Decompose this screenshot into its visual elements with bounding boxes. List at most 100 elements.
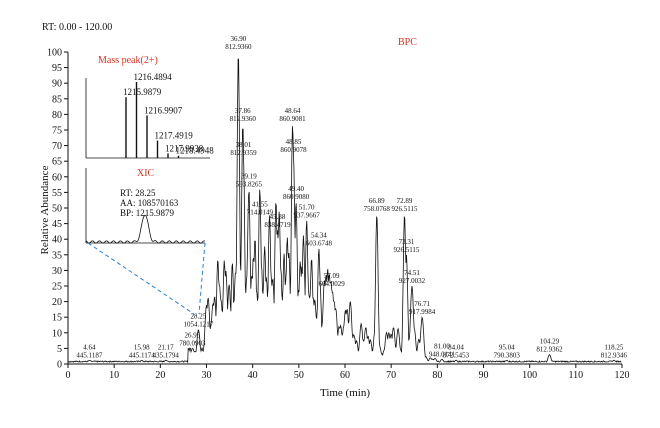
peak-mz-label: 435.1794 [153, 351, 180, 359]
peak-mz-label: 780.0903 [179, 339, 206, 347]
peak-mz-label: 714.0149 [247, 208, 274, 216]
peak-rt-label: 66.89 [369, 197, 385, 205]
y-tick-label: 90 [52, 79, 62, 90]
peak-rt-label: 74.51 [404, 269, 420, 277]
peak-rt-label: 51.70 [299, 203, 315, 211]
y-tick-label: 85 [52, 94, 62, 105]
y-tick-label: 5 [57, 344, 62, 355]
peak-mz-label: 812.9360 [225, 43, 252, 51]
peak-mz-label: 937.9667 [294, 211, 321, 219]
zoom-guide-right [198, 242, 206, 315]
peak-mz-label: 917.9984 [409, 308, 436, 316]
y-tick-label: 100 [47, 48, 62, 59]
x-tick-label: 120 [615, 370, 630, 381]
y-tick-label: 20 [52, 297, 62, 308]
xic-inset: XIC RT: 28.25 AA: 108570163 BP: 1215.987… [85, 168, 206, 244]
peak-rt-label: 72.89 [397, 197, 413, 205]
x-tick-label: 70 [386, 370, 396, 381]
xic-bp-line: BP: 1215.9879 [120, 208, 175, 218]
peak-rt-label: 48.85 [286, 138, 302, 146]
peak-rt-label: 76.71 [414, 300, 430, 308]
y-tick-label: 55 [52, 188, 62, 199]
peak-mz-label: 790.3803 [494, 351, 521, 359]
mass-peak-label: 1217.4919 [155, 131, 194, 141]
peak-mz-label: 603.6748 [306, 240, 333, 248]
chromatogram-trace [67, 58, 622, 364]
x-tick-label: 50 [294, 370, 304, 381]
peak-rt-label: 54.34 [311, 232, 327, 240]
y-tick-label: 80 [52, 110, 62, 121]
x-tick-label: 20 [155, 370, 165, 381]
peak-rt-label: 95.04 [499, 343, 515, 351]
x-tick-label: 80 [432, 370, 442, 381]
peak-mz-label: 860.9078 [280, 146, 307, 154]
chart-title: BPC [398, 37, 417, 48]
y-tick-label: 45 [52, 219, 62, 230]
peak-mz-label: 860.9080 [283, 193, 310, 201]
peak-mz-label: 926.5115 [392, 205, 418, 213]
y-tick-label: 50 [52, 204, 62, 215]
x-tick-label: 60 [340, 370, 350, 381]
peak-rt-label: 84.04 [448, 343, 464, 351]
y-tick-label: 70 [52, 141, 62, 152]
peak-rt-label: 15.98 [134, 343, 150, 351]
y-tick-label: 65 [52, 157, 62, 168]
y-tick-label: 25 [52, 282, 62, 293]
y-tick-label: 40 [52, 235, 62, 246]
xic-aa-line: AA: 108570163 [120, 198, 179, 208]
peak-mz-label: 812.9360 [230, 115, 257, 123]
mass-inset-title: Mass peak(2+) [98, 55, 158, 66]
peak-mz-label: 948.0141 [429, 350, 456, 358]
peak-rt-label: 28.25 [191, 313, 207, 321]
peak-rt-label: 39.19 [241, 172, 257, 180]
y-tick-label: 10 [52, 328, 62, 339]
y-axis-ticks: 0 5 10 15 20 25 30 35 40 45 50 55 60 65 70 75 80 85 90 95 10… [47, 48, 68, 371]
mass-peak-label: 1217.9938 [165, 143, 204, 153]
mass-peak-inset: Mass peak(2+) 1215.9879 1216.4894 1216.990… [85, 55, 214, 159]
mass-peak-label: 1218.4948 [176, 146, 215, 156]
peak-rt-label: 45.38 [270, 213, 286, 221]
peak-rt-label: 81.00 [434, 342, 450, 350]
mass-peak-label: 1216.9907 [144, 105, 183, 115]
peak-rt-label: 104.29 [540, 338, 560, 346]
peak-mz-label: 1054.1217 [184, 321, 214, 329]
peak-mz-label: 927.0032 [399, 277, 426, 285]
mass-peak-bars [125, 82, 180, 158]
y-tick-label: 15 [52, 313, 62, 324]
peak-mz-label: 872.5453 [443, 351, 470, 359]
peak-rt-label: 4.64 [83, 343, 96, 351]
xic-inset-title: XIC [137, 168, 155, 179]
peak-mz-label: 838.4719 [264, 221, 291, 229]
peak-rt-label: 73.31 [399, 238, 415, 246]
peak-rt-label: 49.40 [288, 185, 304, 193]
peak-mz-label: 926.5115 [393, 246, 419, 254]
y-axis-title: Relative Abundance [39, 165, 51, 254]
x-tick-label: 90 [479, 370, 489, 381]
y-tick-label: 0 [57, 360, 62, 371]
x-tick-label: 0 [66, 370, 71, 381]
x-tick-label: 10 [109, 370, 119, 381]
peak-mz-label: 758.0768 [364, 205, 391, 213]
xic-rt-line: RT: 28.25 [120, 188, 156, 198]
peak-rt-label: 37.86 [235, 107, 251, 115]
rt-range-label: RT: 0.00 - 120.00 [42, 22, 112, 33]
peak-mz-label: 812.9359 [230, 149, 257, 157]
y-tick-label: 75 [52, 126, 62, 137]
peak-rt-label: 36.90 [230, 35, 246, 43]
x-tick-label: 110 [569, 370, 584, 381]
x-tick-label: 30 [202, 370, 212, 381]
y-tick-label: 35 [52, 250, 62, 261]
peak-rt-label: 57.09 [324, 272, 340, 280]
peak-rt-label: 38.01 [236, 141, 252, 149]
peak-mz-label: 445.1187 [76, 351, 102, 359]
mass-peak-label: 1216.4894 [134, 72, 173, 82]
peak-mz-label: 812.9362 [536, 346, 563, 354]
mass-peak-labels: 1215.9879 1216.4894 1216.9907 1217.4919 1217… [123, 72, 214, 156]
peak-rt-label: 21.17 [158, 343, 174, 351]
mass-peak-label: 1215.9879 [123, 87, 162, 97]
peak-rt-label: 41.55 [252, 200, 268, 208]
peak-rt-label: 118.25 [604, 343, 623, 351]
x-axis-ticks: 0 10 20 30 40 50 60 70 80 90 100 110 120 [66, 364, 630, 381]
x-tick-label: 40 [248, 370, 258, 381]
